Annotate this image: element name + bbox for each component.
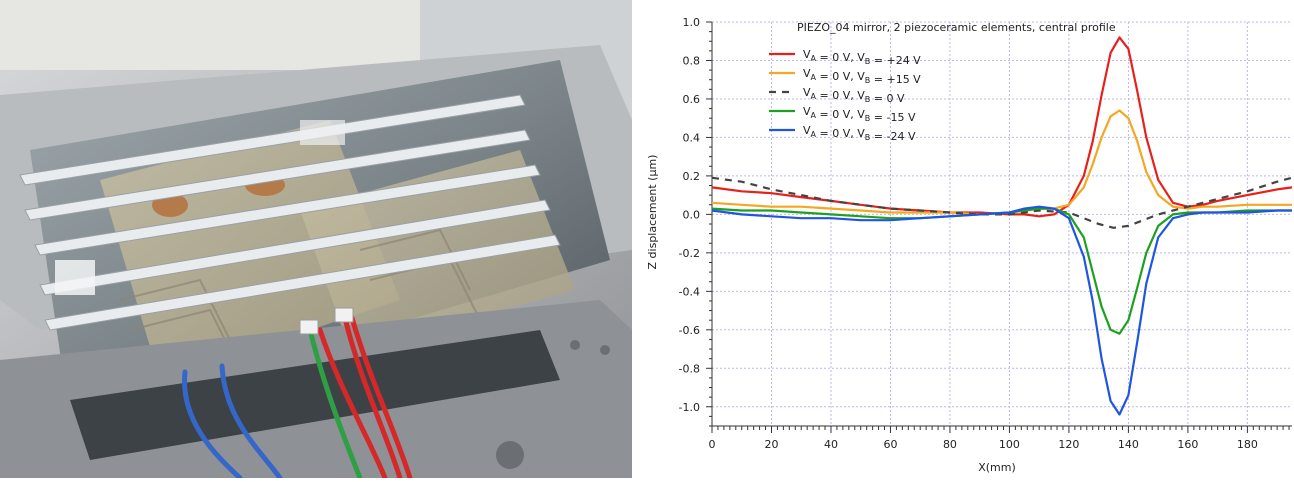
legend: VA = 0 V, VB = +24 VVA = 0 V, VB = +15 V…: [769, 48, 921, 143]
series-line-2: [711, 176, 1293, 229]
y-tick-label: 0.8: [683, 54, 701, 67]
x-tick-label: 0: [709, 438, 716, 451]
legend-label-0: VA = 0 V, VB = +24 V: [803, 48, 921, 67]
x-tick-label: 60: [883, 438, 897, 451]
x-tick-label: 140: [1118, 438, 1139, 451]
x-axis-title: X(mm): [978, 461, 1016, 474]
legend-label-1: VA = 0 V, VB = +15 V: [803, 67, 921, 86]
y-tick-label: 0.6: [683, 93, 701, 106]
x-tick-label: 180: [1237, 438, 1258, 451]
y-tick-label: 0.4: [683, 131, 701, 144]
series-line-1: [711, 109, 1292, 216]
y-tick-label: -0.6: [679, 324, 700, 337]
x-tick-label: 80: [943, 438, 957, 451]
chart-title: PIEZO_04 mirror, 2 piezoceramic elements…: [797, 21, 1116, 34]
mirror-setup-photo: [0, 0, 632, 481]
series-line-4: [711, 205, 1292, 416]
x-tick-label: 160: [1177, 438, 1198, 451]
x-tick-label: 40: [824, 438, 838, 451]
y-tick-label: 0.0: [683, 208, 701, 221]
y-tick-label: -0.8: [679, 362, 700, 375]
series-line-3: [711, 207, 1292, 335]
y-tick-label: -0.2: [679, 247, 700, 260]
x-tick-label: 100: [999, 438, 1020, 451]
x-tick-label: 120: [1058, 438, 1079, 451]
chart-svg: 0 20 40 60 80 100 120 140 160 180 1.0 0.8 0.6 0.4 0.2 0…: [646, 16, 1293, 474]
x-tick-label: 20: [764, 438, 778, 451]
legend-label-2: VA = 0 V, VB = 0 V: [803, 86, 905, 105]
photo-drawing: [0, 0, 632, 481]
displacement-chart: 0 20 40 60 80 100 120 140 160 180 1.0 0.8 0.6 0.4 0.2 0…: [632, 0, 1294, 478]
grid: [711, 21, 1292, 426]
legend-label-3: VA = 0 V, VB = -15 V: [803, 105, 916, 124]
legend-label-4: VA = 0 V, VB = -24 V: [803, 124, 916, 143]
y-tick-label: 1.0: [683, 16, 701, 29]
series-lines: [711, 36, 1293, 416]
y-tick-label: 0.2: [683, 170, 701, 183]
y-tick-label: -0.4: [679, 285, 700, 298]
y-tick-label: -1.0: [679, 401, 700, 414]
axes: 0 20 40 60 80 100 120 140 160 180 1.0 0.8 0.6 0.4 0.2 0…: [679, 16, 1292, 451]
series-line-0: [711, 36, 1293, 218]
y-axis-title: Z displacement (µm): [646, 155, 659, 270]
